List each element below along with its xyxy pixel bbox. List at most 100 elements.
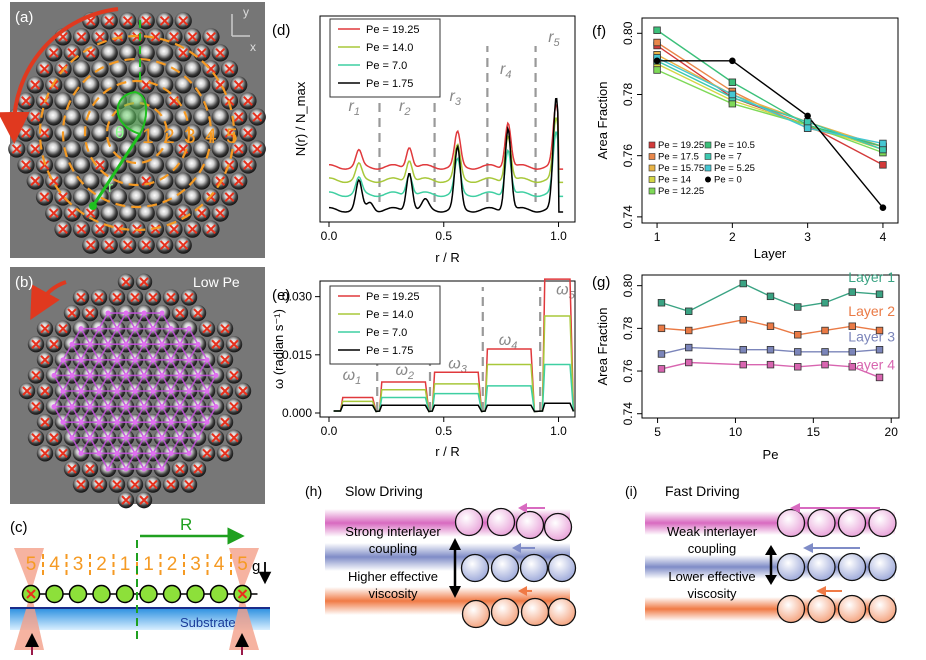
lattice-node	[105, 404, 111, 410]
particle	[137, 140, 155, 158]
data-point	[794, 348, 802, 356]
layer-ring	[61, 57, 213, 209]
particle	[146, 156, 165, 174]
edge-marker	[76, 479, 86, 490]
edge-marker	[85, 47, 96, 58]
data-point	[879, 139, 887, 148]
lattice-bond	[134, 375, 145, 392]
legend-entry: Pe = 7	[714, 152, 742, 163]
edge-marker	[76, 224, 87, 235]
lattice-node	[141, 435, 147, 441]
edge-marker	[40, 448, 50, 459]
y-axis-label: N(r) / N_max	[293, 81, 308, 156]
lattice-bond	[71, 343, 82, 361]
edge-marker	[229, 370, 239, 381]
lattice-bond	[125, 452, 136, 470]
particle	[119, 44, 137, 62]
lattice-bond	[143, 390, 154, 407]
substrate-label: Substrate	[180, 615, 236, 630]
legend-entry: Pe = 17.5	[658, 152, 699, 163]
y-axis-label: ω (radian s⁻¹)	[271, 309, 286, 389]
lattice-node	[159, 404, 165, 410]
fast-text-4: viscosity	[687, 586, 737, 601]
particle	[454, 507, 484, 537]
lattice-node	[114, 326, 120, 332]
edge-marker	[220, 448, 230, 459]
lattice-node	[105, 466, 111, 472]
edge-marker	[58, 323, 68, 334]
particle	[837, 552, 867, 582]
data-point	[848, 288, 856, 296]
edge-marker	[30, 80, 41, 90]
lattice-bond	[161, 452, 172, 470]
lattice-node	[105, 372, 111, 378]
particle	[115, 584, 135, 604]
edge-marker	[30, 112, 41, 122]
data-point	[821, 348, 829, 356]
origin-dot	[89, 202, 97, 210]
lattice-bond	[62, 359, 73, 376]
lattice-bond	[161, 359, 172, 376]
particle	[165, 156, 183, 174]
region-label: r2	[399, 98, 410, 118]
series-label: Layer 2	[848, 303, 895, 319]
y-tick-label: 0.030	[282, 290, 312, 304]
lattice-bond	[98, 328, 109, 345]
lattice-node	[213, 372, 219, 378]
lattice-node	[168, 357, 174, 363]
lattice-node	[204, 419, 210, 425]
edge-marker	[67, 464, 77, 474]
legend-entry: Pe = 19.25	[658, 140, 704, 151]
particle	[63, 76, 81, 94]
legend-entry: Pe = 10.5	[714, 140, 755, 151]
lattice-bond	[116, 375, 127, 392]
lattice-bond	[107, 375, 118, 392]
particle	[547, 597, 577, 627]
lattice-bond	[179, 375, 190, 392]
layer-ring	[83, 79, 191, 187]
lattice-bond	[188, 421, 199, 439]
lattice-bond	[170, 421, 181, 439]
fast-driving-title: Fast Driving	[665, 483, 740, 499]
edge-marker	[175, 308, 185, 318]
lattice-node	[186, 357, 192, 363]
lattice-bond	[152, 375, 163, 392]
panel-g-label: (g)	[592, 274, 610, 291]
edge-marker	[196, 208, 207, 219]
edge-marker	[178, 47, 189, 58]
x-tick-label: 10	[729, 425, 743, 439]
lattice-node	[69, 404, 75, 410]
lattice-bond	[71, 421, 82, 439]
lattice-node	[186, 450, 192, 456]
data-point	[653, 26, 661, 34]
legend-entry: Pe = 1.75	[366, 345, 413, 357]
lattice-node	[141, 372, 147, 378]
y-axis-label: Area Fraction	[595, 307, 610, 385]
particle	[519, 553, 549, 583]
particle	[146, 60, 165, 78]
layer-number: 2	[167, 554, 178, 575]
particle	[193, 172, 211, 190]
edge-marker	[139, 495, 149, 505]
x-tick-label: 0.0	[321, 229, 338, 243]
edge-marker	[150, 31, 161, 42]
y-axis-label: Area Fraction	[595, 81, 610, 159]
region-label: ω2	[395, 362, 414, 382]
panel-d-label: (d)	[272, 22, 290, 39]
lattice-node	[78, 388, 84, 394]
lattice-node	[186, 326, 192, 332]
lattice-bond	[89, 343, 100, 361]
legend-swatch	[648, 164, 656, 172]
region-label: ω1	[343, 367, 362, 387]
lattice-bond	[188, 406, 199, 423]
data-point	[804, 112, 811, 120]
lattice-bond	[80, 359, 91, 376]
edge-marker	[31, 401, 41, 412]
lattice-bond	[134, 437, 145, 454]
y-tick-label: 0.78	[621, 82, 635, 106]
edge-marker	[48, 47, 59, 58]
lattice-bond	[179, 406, 190, 423]
lattice-bond	[71, 390, 82, 407]
data-point	[766, 346, 775, 354]
